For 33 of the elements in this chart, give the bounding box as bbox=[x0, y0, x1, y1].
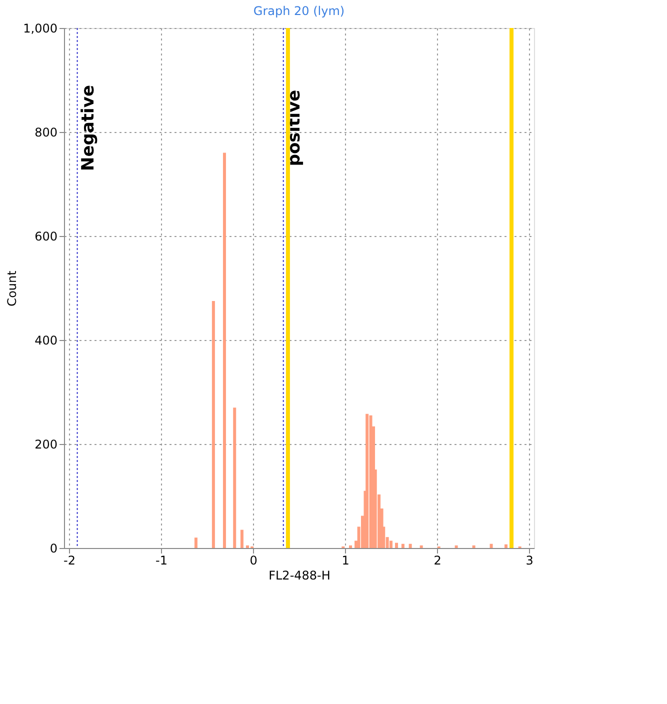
bar bbox=[240, 530, 244, 548]
bar bbox=[454, 545, 458, 548]
ref-line-label: positive bbox=[284, 90, 304, 166]
x-tick-label: -2 bbox=[64, 554, 76, 568]
ref-line-label: Negative bbox=[78, 85, 98, 171]
y-axis-title: Count bbox=[5, 270, 20, 306]
bar bbox=[233, 408, 236, 548]
x-tick-label: 0 bbox=[250, 554, 258, 568]
bar bbox=[212, 301, 215, 548]
bar bbox=[504, 544, 508, 548]
y-tick-label: 600 bbox=[34, 230, 58, 244]
bar bbox=[395, 542, 398, 548]
bar bbox=[390, 540, 392, 548]
chart-title: Graph 20 (lym) bbox=[253, 4, 345, 18]
y-tick-label: 1,000 bbox=[23, 22, 58, 36]
y-tick-label: 400 bbox=[34, 334, 58, 348]
x-tick-label: -1 bbox=[156, 554, 168, 568]
bar bbox=[194, 538, 198, 548]
bar bbox=[420, 545, 423, 548]
y-tick-label: 200 bbox=[34, 438, 58, 452]
y-tick-label: 0 bbox=[50, 542, 58, 556]
bar bbox=[349, 545, 352, 548]
bar bbox=[366, 414, 369, 548]
x-tick-label: 2 bbox=[434, 554, 442, 568]
x-axis-title: FL2-488-H bbox=[268, 568, 330, 582]
bar bbox=[490, 544, 493, 548]
bar bbox=[401, 544, 404, 548]
bar bbox=[408, 544, 412, 548]
bar bbox=[222, 152, 226, 548]
y-tick-label: 800 bbox=[34, 126, 58, 140]
bar bbox=[472, 545, 476, 548]
x-tick-label: 3 bbox=[526, 554, 534, 568]
x-tick-label: 1 bbox=[342, 554, 350, 568]
